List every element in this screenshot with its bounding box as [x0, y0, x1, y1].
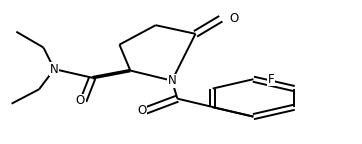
Text: O: O: [76, 94, 85, 107]
Text: O: O: [137, 104, 147, 117]
Text: N: N: [50, 63, 59, 76]
Text: O: O: [230, 12, 239, 25]
Text: F: F: [268, 73, 274, 86]
Text: N: N: [168, 74, 176, 87]
